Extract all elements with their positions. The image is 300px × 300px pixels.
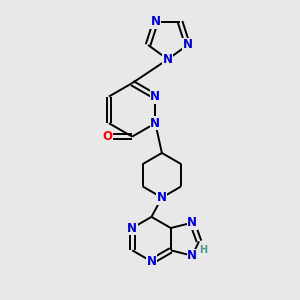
Text: N: N (187, 249, 197, 262)
Text: N: N (187, 216, 197, 229)
Text: N: N (150, 90, 160, 103)
Text: O: O (103, 130, 112, 143)
Text: N: N (157, 191, 167, 204)
Text: N: N (127, 221, 137, 235)
Text: N: N (163, 53, 173, 66)
Text: N: N (183, 38, 193, 52)
Text: H: H (200, 245, 208, 255)
Text: N: N (150, 117, 160, 130)
Text: N: N (146, 255, 157, 268)
Text: N: N (151, 15, 160, 28)
